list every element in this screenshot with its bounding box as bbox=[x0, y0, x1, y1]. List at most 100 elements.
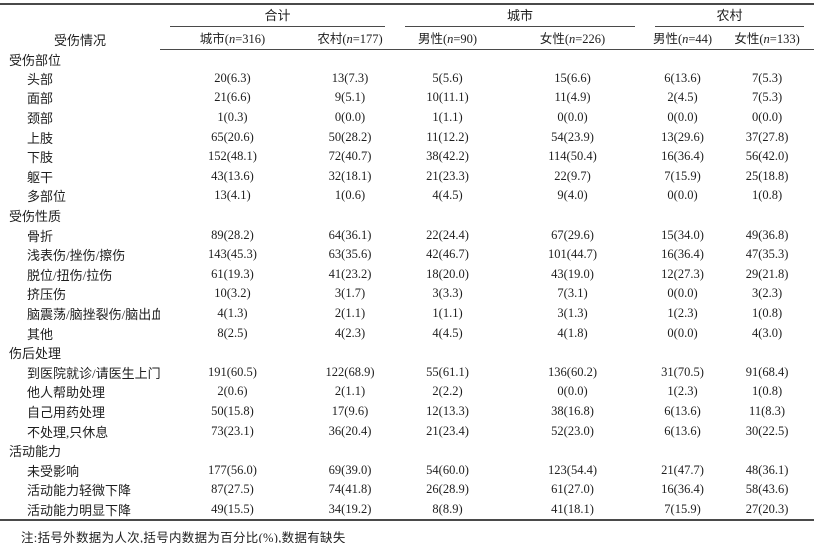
cell-value: 1(1.1) bbox=[432, 306, 463, 321]
cell-value: 87(27.5) bbox=[211, 482, 254, 497]
cell-value: 0(0.0) bbox=[667, 110, 698, 125]
cell-value: 11(4.9) bbox=[554, 90, 591, 105]
cell-value: 73(23.1) bbox=[211, 423, 254, 438]
column-subheader-rural-male: 男性(n=44) bbox=[645, 27, 721, 50]
cell-value: 6(13.6) bbox=[664, 423, 701, 438]
cell-value: 50(15.8) bbox=[211, 403, 254, 418]
cell-value: 177(56.0) bbox=[208, 462, 257, 477]
cell-value: 65(20.6) bbox=[211, 129, 254, 144]
cell-value: 6(13.6) bbox=[664, 70, 701, 85]
cell-value: 7(3.1) bbox=[557, 286, 588, 301]
table-row: 挤压伤 10(3.2) 3(1.7) 3(3.3) 7(3.1) 0(0.0) 3(2.3) bbox=[0, 284, 814, 304]
cell-value: 12(13.3) bbox=[426, 403, 469, 418]
column-subheader-total-urban: 城市(n=316) bbox=[160, 27, 305, 50]
cell-value: 12(27.3) bbox=[661, 266, 704, 281]
row-label: 自己用药处理 bbox=[27, 404, 106, 420]
cell-value: 0(0.0) bbox=[667, 286, 698, 301]
cell-value: 27(20.3) bbox=[720, 499, 814, 521]
cell-value: 61(27.0) bbox=[551, 482, 594, 497]
group-header-urban-label: 城市 bbox=[405, 5, 636, 27]
cell-value: 21(47.7) bbox=[661, 462, 704, 477]
cell-value: 16(36.4) bbox=[661, 482, 704, 497]
cell-value: 37(27.8) bbox=[745, 129, 789, 144]
cell-value: 1(1.1) bbox=[432, 110, 463, 125]
cell-value: 191(60.5) bbox=[208, 364, 257, 379]
cell-value: 25(18.8) bbox=[745, 168, 789, 183]
group-header-total: 合计 bbox=[160, 4, 395, 27]
cell-value: 13(7.3) bbox=[331, 70, 369, 85]
cell-value: 17(9.6) bbox=[331, 403, 369, 418]
section-row: 伤后处理 bbox=[0, 343, 814, 363]
cell-value: 3(2.3) bbox=[751, 286, 783, 301]
cell-value: 34(19.2) bbox=[305, 499, 396, 521]
cell-value: 7(5.3) bbox=[751, 90, 783, 105]
cell-value: 7(15.9) bbox=[664, 168, 701, 183]
row-label: 挤压伤 bbox=[27, 287, 67, 303]
row-label: 头部 bbox=[27, 71, 54, 87]
cell-value: 6(13.6) bbox=[664, 403, 701, 418]
cell-value: 54(23.9) bbox=[551, 129, 594, 144]
row-label: 脱位/扭伤/拉伤 bbox=[27, 267, 113, 283]
cell-value: 56(42.0) bbox=[745, 149, 789, 164]
row-label: 活动能力轻微下降 bbox=[27, 483, 132, 499]
cell-value: 4(3.0) bbox=[751, 325, 783, 340]
cell-value: 91(68.4) bbox=[745, 364, 789, 379]
cell-value: 13(4.1) bbox=[214, 188, 251, 203]
cell-value: 8(8.9) bbox=[395, 499, 501, 521]
section-label: 活动能力 bbox=[9, 444, 62, 460]
table-row: 颈部 1(0.3) 0(0.0) 1(1.1) 0(0.0) 0(0.0) 0(0.0) bbox=[0, 108, 814, 128]
cell-value: 58(43.6) bbox=[745, 482, 789, 497]
cell-value: 10(11.1) bbox=[426, 90, 469, 105]
cell-value: 2(1.1) bbox=[334, 306, 366, 321]
cell-value: 136(60.2) bbox=[548, 364, 597, 379]
cell-value: 16(36.4) bbox=[661, 247, 704, 262]
cell-value: 5(5.6) bbox=[432, 70, 463, 85]
table-row: 其他 8(2.5) 4(2.3) 4(4.5) 4(1.8) 0(0.0) 4(3.0) bbox=[0, 323, 814, 343]
cell-value: 30(22.5) bbox=[745, 423, 789, 438]
cell-value: 9(4.0) bbox=[557, 188, 588, 203]
table-row: 躯干 43(13.6) 32(18.1) 21(23.3) 22(9.7) 7(15.9)… bbox=[0, 167, 814, 187]
table-row: 骨折 89(28.2) 64(36.1) 22(24.4) 67(29.6) 15(34.… bbox=[0, 225, 814, 245]
cell-value: 8(2.5) bbox=[217, 325, 248, 340]
column-subheader-urban-female: 女性(n=226) bbox=[500, 27, 646, 50]
table-row: 未受影响 177(56.0) 69(39.0) 54(60.0) 123(54.4) 21… bbox=[0, 460, 814, 480]
cell-value: 0(0.0) bbox=[667, 325, 698, 340]
group-header-urban: 城市 bbox=[395, 4, 645, 27]
cell-value: 52(23.0) bbox=[551, 423, 594, 438]
cell-value: 31(70.5) bbox=[661, 364, 704, 379]
column-subheader-urban-male: 男性(n=90) bbox=[395, 27, 501, 50]
section-label: 伤后处理 bbox=[9, 346, 62, 362]
cell-value: 7(15.9) bbox=[645, 499, 721, 521]
cell-value: 1(0.3) bbox=[217, 110, 248, 125]
cell-value: 15(34.0) bbox=[661, 227, 704, 242]
cell-value: 3(3.3) bbox=[432, 286, 463, 301]
cell-value: 2(2.2) bbox=[432, 384, 463, 399]
section-row: 活动能力 bbox=[0, 441, 814, 461]
table-row: 下肢 152(48.1) 72(40.7) 38(42.2) 114(50.4) 16(3… bbox=[0, 147, 814, 167]
cell-value: 101(44.7) bbox=[548, 247, 597, 262]
cell-value: 72(40.7) bbox=[328, 149, 372, 164]
cell-value: 3(1.7) bbox=[334, 286, 366, 301]
cell-value: 42(46.7) bbox=[426, 247, 469, 262]
row-label: 他人帮助处理 bbox=[27, 385, 106, 401]
table-row: 头部 20(6.3) 13(7.3) 5(5.6) 15(6.6) 6(13.6) 7(5.… bbox=[0, 69, 814, 89]
cell-value: 26(28.9) bbox=[426, 482, 469, 497]
cell-value: 4(1.8) bbox=[557, 325, 588, 340]
cell-value: 1(0.6) bbox=[334, 188, 366, 203]
cell-value: 143(45.3) bbox=[208, 247, 257, 262]
cell-value: 43(13.6) bbox=[211, 168, 254, 183]
cell-value: 4(4.5) bbox=[432, 188, 463, 203]
cell-value: 18(20.0) bbox=[426, 266, 469, 281]
cell-value: 29(21.8) bbox=[745, 266, 789, 281]
cell-value: 21(23.3) bbox=[426, 168, 469, 183]
cell-value: 1(0.8) bbox=[751, 306, 783, 321]
row-label: 到医院就诊/请医生上门 bbox=[27, 365, 160, 381]
cell-value: 55(61.1) bbox=[426, 364, 469, 379]
cell-value: 38(42.2) bbox=[426, 149, 469, 164]
group-header-total-label: 合计 bbox=[170, 5, 386, 27]
table-header: 受伤情况 合计 城市 农村 城市(n=316) 农村(n=177) 男性(n=9… bbox=[0, 4, 814, 50]
group-header-row: 受伤情况 合计 城市 农村 bbox=[0, 4, 814, 48]
row-label: 颈部 bbox=[27, 111, 54, 127]
row-label: 面部 bbox=[27, 91, 54, 107]
